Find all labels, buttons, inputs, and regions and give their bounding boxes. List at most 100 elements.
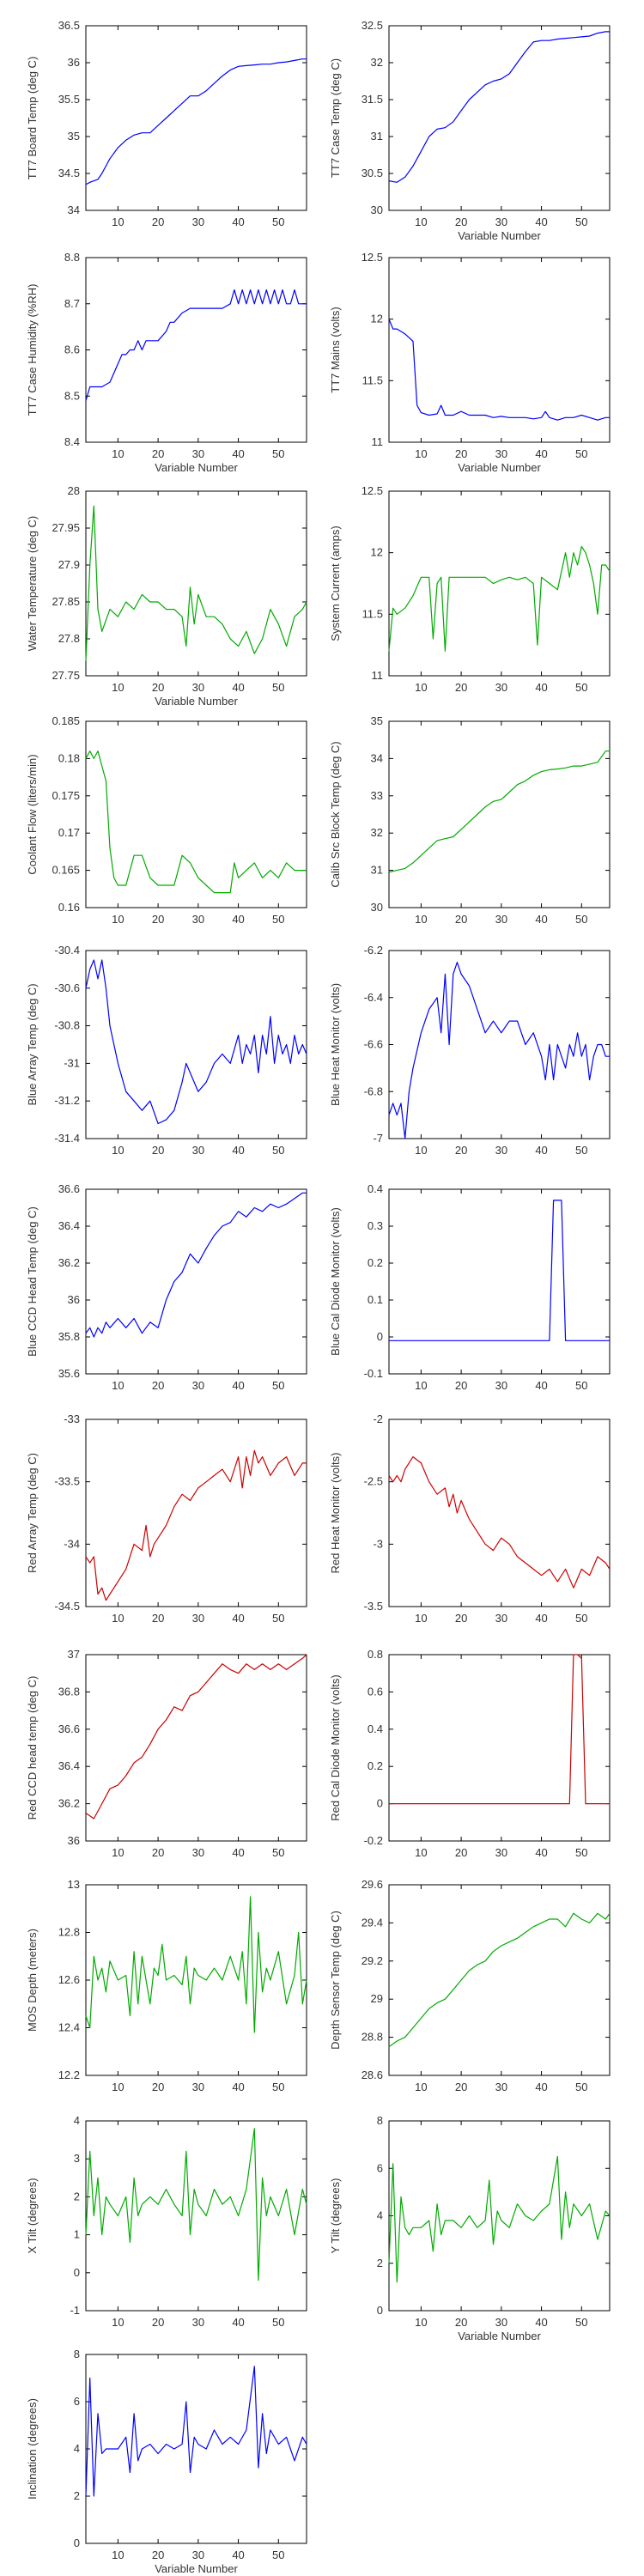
x-tick-label: 50 — [272, 2316, 284, 2329]
y-tick-label: 3 — [74, 2152, 80, 2165]
y-axis-label: Depth Sensor Temp (deg C) — [329, 1911, 342, 2050]
series-line — [85, 2366, 307, 2497]
x-tick-label: 50 — [575, 1379, 587, 1392]
y-tick-label: 8.4 — [64, 435, 80, 448]
y-tick-label: 36.6 — [58, 1722, 80, 1735]
x-tick-label: 20 — [455, 2316, 467, 2329]
plot-frame — [85, 490, 307, 677]
x-tick-label: 30 — [495, 447, 507, 460]
x-axis-label: Variable Number — [155, 461, 238, 474]
y-tick-label: -7 — [373, 1132, 383, 1145]
series-line — [388, 545, 611, 652]
y-tick-label: 12.5 — [361, 251, 383, 264]
y-tick-label: -2.5 — [364, 1475, 383, 1488]
y-tick-label: -33 — [64, 1413, 80, 1425]
x-axis-label: Variable Number — [155, 695, 238, 708]
x-tick-label: 50 — [272, 681, 284, 694]
y-tick-label: 30.5 — [361, 167, 383, 179]
x-tick-label: 10 — [415, 2316, 427, 2329]
y-tick-label: -0.2 — [364, 1834, 383, 1847]
x-tick-label: 40 — [232, 913, 244, 926]
x-tick-label: 30 — [495, 216, 507, 228]
plot-frame — [85, 257, 307, 443]
x-tick-label: 40 — [535, 1144, 547, 1157]
x-tick-label: 20 — [152, 1144, 164, 1157]
chart-panel-10: 10 20 30 40 50 36.6 36.4 36.2 36 35.8 35.6 Blue CCD… — [26, 1182, 307, 1392]
y-tick-label: 28.8 — [361, 2031, 383, 2044]
x-tick-label: 30 — [495, 1612, 507, 1625]
y-tick-label: 0.17 — [58, 826, 80, 839]
x-tick-label: 30 — [495, 2316, 507, 2329]
chart-panel-14: 10 20 30 40 50 37 36.8 36.6 36.4 36.2 36 Red CCD he… — [26, 1648, 307, 1859]
x-tick-label: 10 — [112, 447, 124, 460]
y-tick-label: 30 — [371, 204, 383, 216]
x-tick-label: 40 — [535, 1612, 547, 1625]
x-tick-label: 30 — [192, 1846, 204, 1859]
series-line — [85, 289, 307, 401]
x-tick-label: 40 — [535, 447, 547, 460]
y-tick-label: 12 — [371, 313, 383, 325]
y-axis-label: Coolant Flow (liters/min) — [26, 754, 39, 874]
x-tick-label: 20 — [455, 216, 467, 228]
x-tick-label: 40 — [535, 1379, 547, 1392]
x-tick-label: 30 — [192, 447, 204, 460]
y-tick-label: 32 — [371, 56, 383, 69]
x-tick-label: 20 — [455, 681, 467, 694]
y-tick-label: -30.4 — [54, 944, 80, 957]
y-tick-label: 37 — [68, 1648, 80, 1661]
chart-panel-17: 10 20 30 40 50 29.6 29.4 29.2 29 28.8 28.6 Depth Se… — [329, 1878, 611, 2093]
y-tick-label: 6 — [377, 2161, 383, 2174]
y-tick-label: 33 — [371, 789, 383, 802]
y-tick-label: 12.5 — [361, 484, 383, 497]
x-tick-label: 10 — [112, 2081, 124, 2093]
chart-panel-7: 10 20 30 40 50 35 34 33 32 31 30 Calib Src Block Te… — [329, 714, 611, 926]
x-tick-label: 50 — [575, 1846, 587, 1859]
x-tick-label: 30 — [192, 2549, 204, 2561]
y-tick-label: 0 — [377, 2304, 383, 2317]
y-tick-label: -34.5 — [54, 1600, 80, 1613]
y-tick-label: 31.5 — [361, 93, 383, 106]
x-tick-label: 10 — [112, 1379, 124, 1392]
x-tick-label: 20 — [455, 2081, 467, 2093]
y-axis-label: Blue Cal Diode Monitor (volts) — [329, 1207, 342, 1356]
y-tick-label: 4 — [377, 2209, 383, 2222]
x-tick-label: 20 — [152, 216, 164, 228]
x-tick-label: 40 — [232, 681, 244, 694]
x-tick-label: 20 — [455, 1846, 467, 1859]
y-tick-label: 12.8 — [58, 1926, 80, 1939]
y-tick-label: 0.6 — [368, 1685, 383, 1698]
y-tick-label: 2 — [74, 2190, 80, 2202]
y-tick-label: 0.1 — [368, 1293, 383, 1306]
y-axis-label: Blue Heat Monitor (volts) — [329, 983, 342, 1106]
y-tick-label: -6.6 — [364, 1038, 383, 1051]
y-tick-label: 27.9 — [58, 558, 80, 571]
x-tick-label: 10 — [415, 1144, 427, 1157]
y-tick-label: 0.8 — [368, 1648, 383, 1661]
y-tick-label: 0 — [74, 2266, 80, 2279]
y-axis-label: Red Heat Monitor (volts) — [329, 1453, 342, 1574]
y-axis-label: Inclination (degrees) — [26, 2398, 39, 2500]
x-tick-label: 20 — [455, 1144, 467, 1157]
y-tick-label: -3 — [373, 1537, 383, 1550]
x-tick-label: 30 — [192, 2081, 204, 2093]
plot-frame — [85, 25, 307, 211]
y-tick-label: -6.8 — [364, 1084, 383, 1097]
y-tick-label: -6.4 — [364, 991, 383, 1004]
series-line — [85, 58, 307, 185]
y-tick-label: 8.7 — [64, 297, 80, 310]
series-line — [388, 2155, 611, 2283]
y-axis-label: MOS Depth (meters) — [26, 1929, 39, 2032]
x-tick-label: 40 — [232, 2549, 244, 2561]
x-tick-label: 10 — [112, 216, 124, 228]
y-tick-label: 28.6 — [361, 2069, 383, 2081]
x-tick-label: 10 — [112, 681, 124, 694]
plot-frame — [388, 25, 611, 211]
x-axis-label: Variable Number — [458, 229, 541, 242]
y-tick-label: 29.4 — [361, 1916, 383, 1929]
y-tick-label: 27.95 — [52, 521, 80, 534]
y-tick-label: 0.18 — [58, 751, 80, 764]
y-axis-label: TT7 Case Humidity (%RH) — [26, 284, 39, 416]
chart-panel-11: 10 20 30 40 50 0.4 0.3 0.2 0.1 0 -0.1 Blue Cal Diod… — [329, 1182, 611, 1392]
